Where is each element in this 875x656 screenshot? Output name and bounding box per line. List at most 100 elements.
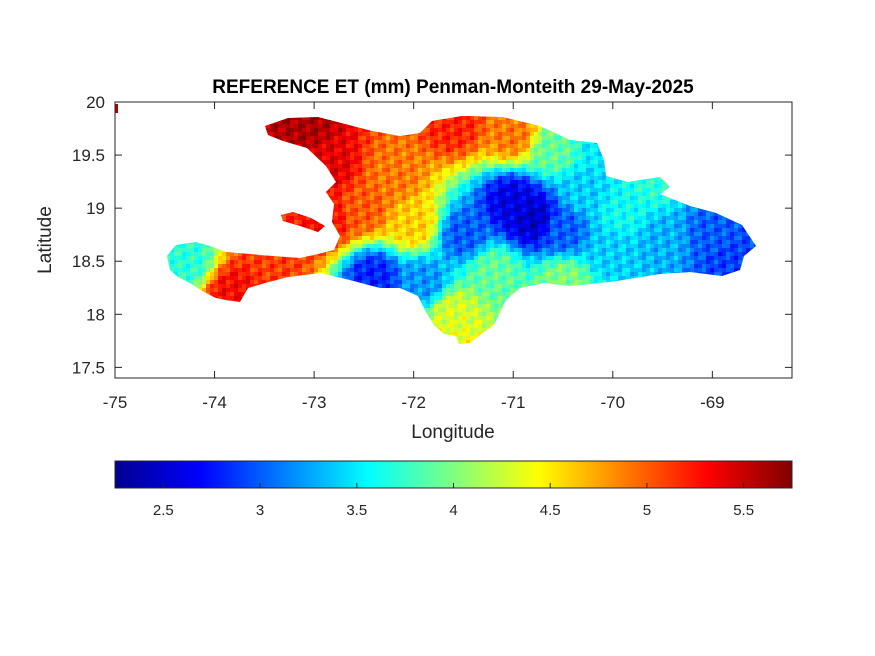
field-cell <box>482 220 487 225</box>
field-cell <box>566 232 571 237</box>
field-cell <box>586 196 591 201</box>
field-cell <box>498 184 503 189</box>
field-cell <box>490 168 495 173</box>
field-cell <box>734 224 739 229</box>
field-cell <box>370 216 375 221</box>
field-cell <box>422 148 427 153</box>
field-cell <box>414 188 419 193</box>
field-cell <box>634 224 639 229</box>
field-cell <box>366 176 371 181</box>
field-cell <box>562 168 567 173</box>
field-cell <box>638 196 643 201</box>
field-cell <box>298 136 303 141</box>
field-cell <box>454 204 459 209</box>
field-cell <box>430 156 435 161</box>
field-cell <box>478 172 483 177</box>
field-cell <box>418 228 423 233</box>
field-cell <box>546 220 551 225</box>
field-cell <box>650 204 655 209</box>
field-cell <box>482 168 487 173</box>
field-cell <box>442 156 447 161</box>
field-cell <box>378 216 383 221</box>
field-cell <box>418 196 423 201</box>
field-cell <box>586 176 591 181</box>
field-cell <box>342 128 347 133</box>
field-cell <box>630 192 635 197</box>
field-cell <box>390 236 395 241</box>
field-cell <box>430 128 435 133</box>
field-cell <box>482 204 487 209</box>
field-cell <box>570 140 575 145</box>
field-cell <box>546 196 551 201</box>
field-cell <box>598 208 603 213</box>
field-cell <box>306 144 311 149</box>
field-cell <box>502 172 507 177</box>
field-cell <box>498 172 503 177</box>
field-cell <box>546 160 551 165</box>
field-cell <box>566 140 571 145</box>
field-cell <box>486 152 491 157</box>
field-cell <box>534 192 539 197</box>
field-cell <box>494 168 499 173</box>
field-cell <box>562 164 567 169</box>
field-cell <box>302 128 307 133</box>
field-cell <box>334 144 339 149</box>
field-cell <box>630 204 635 209</box>
field-cell <box>458 128 463 133</box>
field-cell <box>470 180 475 185</box>
field-cell <box>506 168 511 173</box>
field-cell <box>330 172 335 177</box>
field-cell <box>390 184 395 189</box>
field-cell <box>430 232 435 237</box>
field-cell <box>494 136 499 141</box>
field-cell <box>430 148 435 153</box>
field-cell <box>582 228 587 233</box>
field-cell <box>434 232 439 237</box>
field-cell <box>386 184 391 189</box>
field-cell <box>478 212 483 217</box>
field-cell <box>526 144 531 149</box>
field-cell <box>650 236 655 241</box>
field-cell <box>458 196 463 201</box>
field-cell <box>590 204 595 209</box>
field-cell <box>450 208 455 213</box>
field-cell <box>542 204 547 209</box>
field-cell <box>446 152 451 157</box>
field-cell <box>650 216 655 221</box>
field-cell <box>582 196 587 201</box>
field-cell <box>506 188 511 193</box>
field-cell <box>698 220 703 225</box>
field-cell <box>494 180 499 185</box>
field-cell <box>342 180 347 185</box>
field-cell <box>290 216 295 221</box>
field-cell <box>642 188 647 193</box>
field-cell <box>366 200 371 205</box>
field-cell <box>530 144 535 149</box>
field-cell <box>506 128 511 133</box>
field-cell <box>418 212 423 217</box>
field-cell <box>706 212 711 217</box>
field-cell <box>362 140 367 145</box>
field-cell <box>402 188 407 193</box>
field-cell <box>314 120 319 125</box>
field-cell <box>326 124 331 129</box>
field-cell <box>546 180 551 185</box>
field-cell <box>446 236 451 241</box>
field-cell <box>594 228 599 233</box>
field-cell <box>494 116 499 121</box>
field-cell <box>314 152 319 157</box>
field-cell <box>526 124 531 129</box>
field-cell <box>574 180 579 185</box>
field-cell <box>686 208 691 213</box>
field-cell <box>434 176 439 181</box>
field-cell <box>498 152 503 157</box>
field-cell <box>470 120 475 125</box>
field-cell <box>358 180 363 185</box>
field-cell <box>614 212 619 217</box>
field-cell <box>478 132 483 137</box>
field-cell <box>618 236 623 241</box>
field-cell <box>586 180 591 185</box>
field-cell <box>506 216 511 221</box>
field-cell <box>734 232 739 237</box>
field-cell <box>510 176 515 181</box>
